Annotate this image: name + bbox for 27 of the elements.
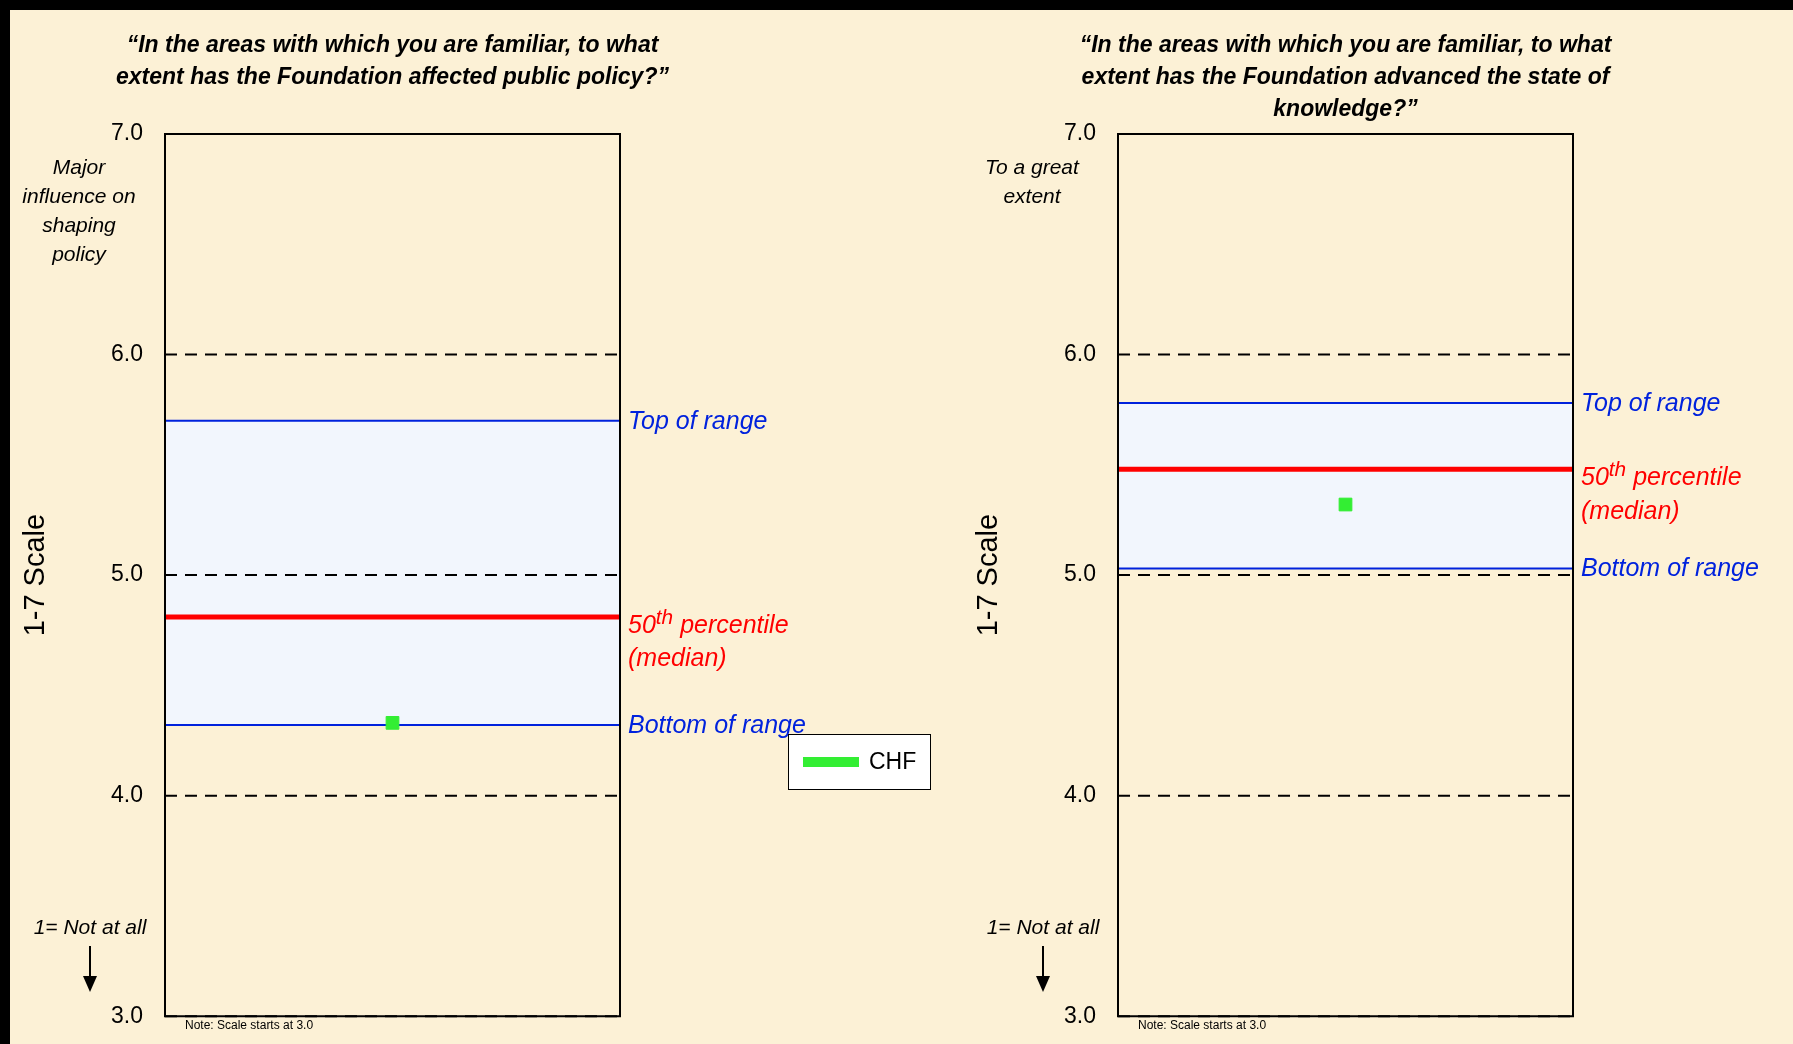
y-tick-label: 5.0 (111, 560, 143, 587)
y-tick-label: 6.0 (1064, 339, 1096, 366)
y-tick-label: 4.0 (111, 780, 143, 807)
y-tick-label: 5.0 (1064, 560, 1096, 587)
y-tick-label: 7.0 (111, 119, 143, 146)
ref-line-label: Top of range (628, 404, 769, 436)
text: To a great extent (984, 154, 1081, 209)
text: Major influence on shaping policy (21, 154, 137, 267)
y-tick-label: 3.0 (111, 1001, 143, 1028)
text: 1= Not at all (985, 913, 1101, 940)
y-axis-title: 1-7 Scale (971, 513, 1004, 637)
text: 1= Not at all (32, 913, 148, 940)
y-tick-label: 3.0 (1064, 1001, 1096, 1028)
ref-line-label: Bottom of range (628, 709, 807, 741)
text: Note: Scale starts at 3.0 (185, 1018, 315, 1033)
chart-title: “In the areas with which you are familiar, to what extent has the Foundation affected public policy?” (115, 30, 670, 91)
y-axis-title: 1-7 Scale (18, 513, 51, 637)
ref-line-label: 50$^{th}$ percentile (median) (628, 604, 790, 674)
ref-line-label: Bottom of range (1581, 552, 1760, 584)
ref-line-label: 50$^{th}$ percentile (median) (1581, 456, 1743, 526)
chart-title: “In the areas with which you are familiar, to what extent has the Foundation advanced the state of knowledge?” (1079, 31, 1612, 121)
y-tick-label: 7.0 (1064, 119, 1096, 146)
legend-label: CHF (869, 748, 917, 776)
y-tick-label: 6.0 (111, 339, 143, 366)
ref-line-label: Top of range (1581, 387, 1722, 419)
text: Note: Scale starts at 3.0 (1138, 1018, 1268, 1033)
y-tick-label: 4.0 (1064, 780, 1096, 807)
